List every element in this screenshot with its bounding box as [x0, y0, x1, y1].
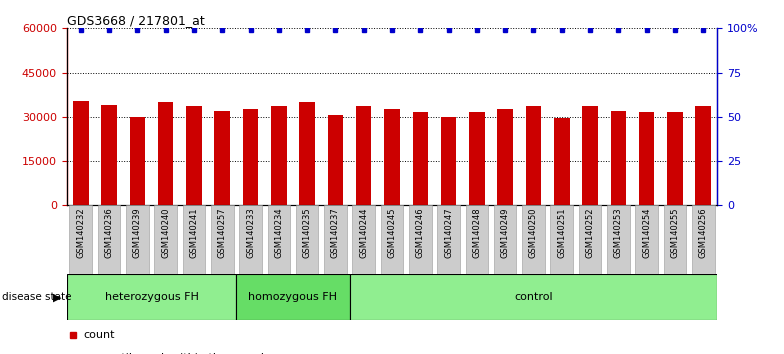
Bar [466, 205, 488, 274]
Bar [639, 113, 655, 205]
Text: GSM140248: GSM140248 [473, 207, 481, 258]
Bar [554, 118, 569, 205]
Text: GSM140256: GSM140256 [699, 207, 708, 258]
Bar [126, 205, 149, 274]
Text: GSM140236: GSM140236 [104, 207, 114, 258]
Bar [381, 205, 403, 274]
Bar [494, 205, 517, 274]
Bar [296, 205, 318, 274]
Text: GSM140246: GSM140246 [416, 207, 425, 258]
Bar [129, 117, 145, 205]
Bar [384, 109, 400, 205]
Bar [324, 205, 347, 274]
Bar [352, 205, 375, 274]
Bar [154, 205, 177, 274]
Bar [239, 205, 262, 274]
Text: GSM140233: GSM140233 [246, 207, 255, 258]
Text: GSM140244: GSM140244 [359, 207, 368, 258]
Bar [497, 109, 513, 205]
Bar [101, 105, 117, 205]
Text: GSM140249: GSM140249 [501, 207, 510, 258]
Bar [695, 107, 711, 205]
Bar [663, 205, 686, 274]
Bar [522, 205, 545, 274]
Text: GSM140254: GSM140254 [642, 207, 652, 258]
Bar [271, 107, 287, 205]
Text: GSM140245: GSM140245 [387, 207, 397, 258]
Bar [579, 205, 601, 274]
Text: GSM140235: GSM140235 [303, 207, 311, 258]
Text: GSM140234: GSM140234 [274, 207, 283, 258]
Text: homozygous FH: homozygous FH [249, 292, 337, 302]
Bar [409, 205, 432, 274]
Text: heterozygous FH: heterozygous FH [104, 292, 198, 302]
Text: GSM140237: GSM140237 [331, 207, 340, 258]
Text: GSM140239: GSM140239 [132, 207, 142, 258]
Text: ▶: ▶ [53, 292, 61, 302]
Bar [215, 111, 230, 205]
Text: GSM140232: GSM140232 [76, 207, 85, 258]
Bar [299, 102, 315, 205]
Bar [526, 107, 541, 205]
Text: disease state: disease state [2, 292, 71, 302]
Bar [356, 107, 372, 205]
Bar [667, 113, 683, 205]
Bar [267, 205, 290, 274]
Text: GSM140257: GSM140257 [218, 207, 227, 258]
Bar [183, 205, 205, 274]
Bar [611, 111, 626, 205]
Text: GSM140241: GSM140241 [190, 207, 198, 258]
Bar [437, 205, 460, 274]
Text: percentile rank within the sample: percentile rank within the sample [83, 353, 270, 354]
Bar [583, 107, 598, 205]
Bar [211, 205, 234, 274]
Text: GSM140250: GSM140250 [529, 207, 538, 258]
Bar [73, 101, 89, 205]
Bar [550, 205, 573, 274]
Text: count: count [83, 330, 114, 341]
Text: GDS3668 / 217801_at: GDS3668 / 217801_at [67, 14, 205, 27]
Bar [237, 274, 350, 320]
Bar [70, 205, 92, 274]
Bar [98, 205, 121, 274]
Bar [412, 113, 428, 205]
Bar [607, 205, 630, 274]
Bar [67, 274, 237, 320]
Bar [350, 274, 717, 320]
Bar [635, 205, 658, 274]
Text: GSM140240: GSM140240 [162, 207, 170, 258]
Bar [158, 102, 173, 205]
Bar [328, 115, 343, 205]
Bar [186, 107, 201, 205]
Bar [243, 109, 258, 205]
Text: GSM140247: GSM140247 [444, 207, 453, 258]
Text: GSM140253: GSM140253 [614, 207, 622, 258]
Text: GSM140255: GSM140255 [670, 207, 680, 258]
Text: GSM140251: GSM140251 [557, 207, 566, 258]
Bar [692, 205, 714, 274]
Bar [469, 113, 485, 205]
Text: GSM140252: GSM140252 [586, 207, 594, 258]
Bar [441, 117, 456, 205]
Text: control: control [514, 292, 553, 302]
